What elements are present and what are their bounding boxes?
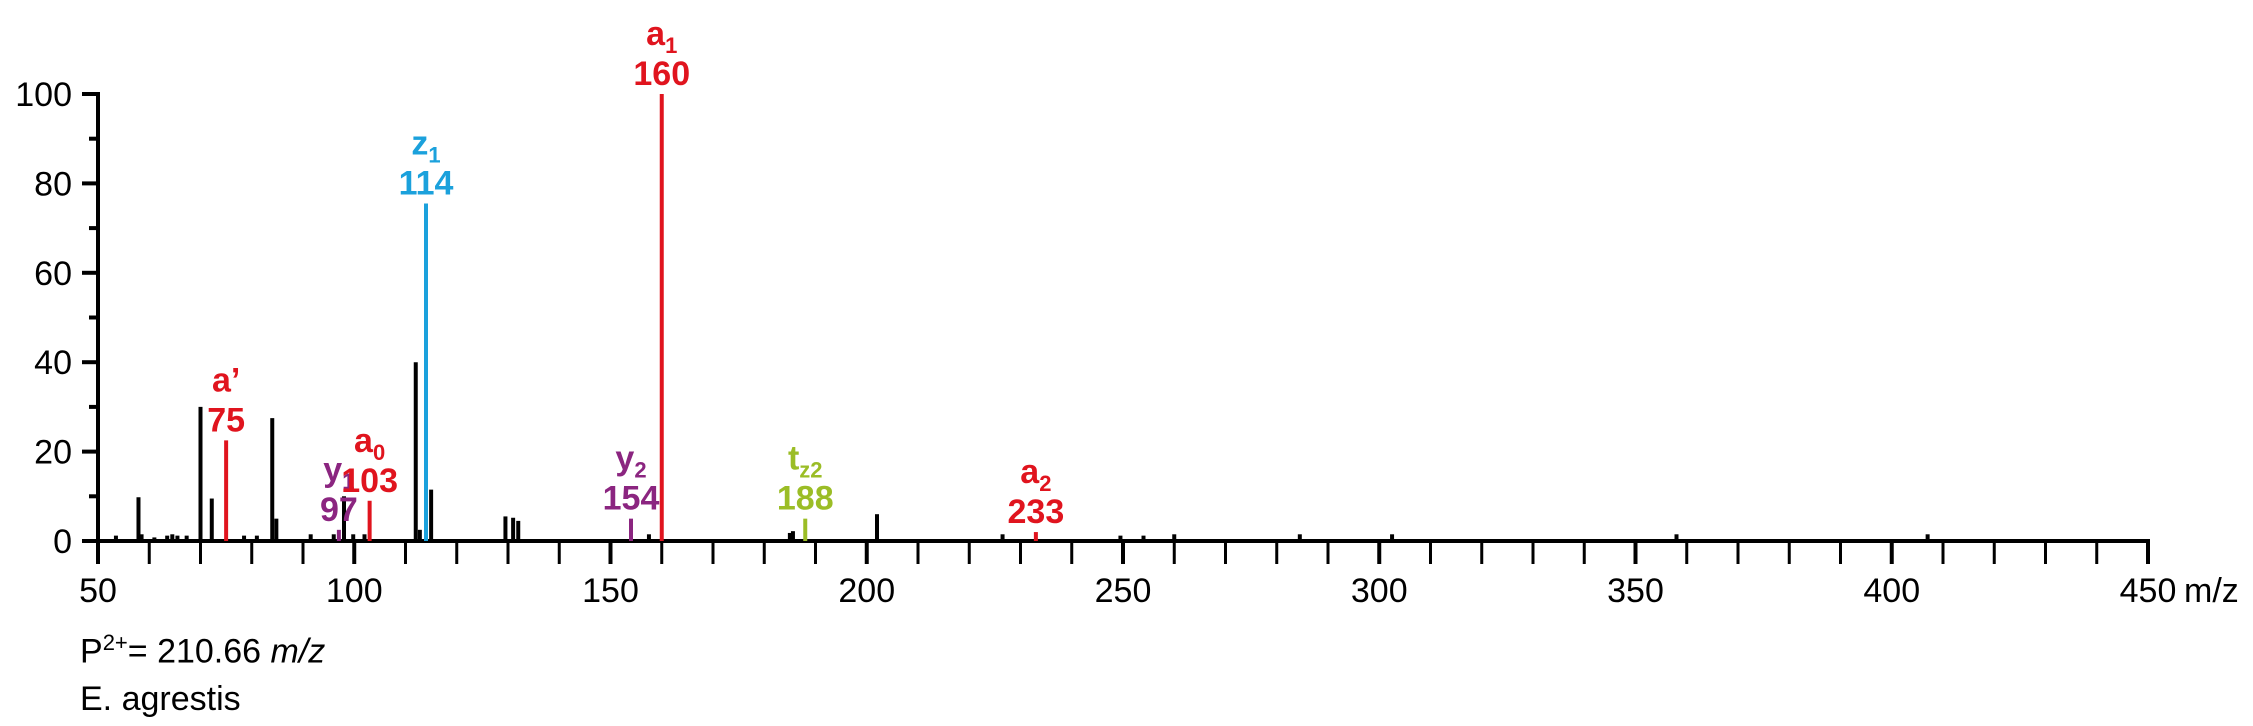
peak-ion-label: a’ xyxy=(212,361,240,399)
peak-ion-label: y1 xyxy=(323,451,354,494)
x-tick-label: 350 xyxy=(1607,572,1664,610)
y-tick-label: 0 xyxy=(53,523,72,561)
ion-subscript: 0 xyxy=(373,440,385,465)
peak-mz-label: 160 xyxy=(633,55,690,93)
species-label: E. agrestis xyxy=(80,680,241,718)
ion-name: y xyxy=(615,440,634,478)
y-tick-label: 20 xyxy=(34,434,72,472)
y-tick-label: 100 xyxy=(15,76,72,114)
y-tick-label: 40 xyxy=(34,344,72,382)
x-axis-label: m/z xyxy=(2184,572,2239,610)
precursor-label: P xyxy=(80,632,103,671)
ion-subscript: 1 xyxy=(428,143,440,168)
peak-ion-label: z1 xyxy=(411,125,440,168)
ion-subscript: 1 xyxy=(665,33,677,58)
precursor-note: P2+= 210.66 m/z xyxy=(80,630,325,671)
ion-name: t xyxy=(788,440,799,478)
x-tick-label: 150 xyxy=(582,572,639,610)
ion-name: z xyxy=(411,125,428,163)
ion-name: a xyxy=(646,15,666,53)
peak-mz-label: 103 xyxy=(341,462,398,500)
x-tick-label: 450 xyxy=(2120,572,2177,610)
peak-ion-label: a0 xyxy=(354,422,385,465)
ion-name: y xyxy=(323,451,342,489)
ion-subscript: 2 xyxy=(1039,471,1051,496)
precursor-value: = 210.66 xyxy=(127,632,271,671)
x-tick-label: 50 xyxy=(79,572,117,610)
ion-subscript: 2 xyxy=(634,458,646,483)
ion-name: a xyxy=(1020,453,1040,491)
peak-mz-label: 97 xyxy=(320,491,358,529)
x-tick-label: 250 xyxy=(1095,572,1152,610)
peak-mz-label: 233 xyxy=(1008,493,1065,531)
peak-mz-label: 154 xyxy=(603,480,660,518)
peak-ion-label: a1 xyxy=(646,15,677,58)
peak-mz-label: 114 xyxy=(399,165,454,203)
peak-ion-label: tz2 xyxy=(788,440,823,483)
y-tick-label: 80 xyxy=(34,165,72,203)
peak-ion-label: a2 xyxy=(1020,453,1051,496)
peaks xyxy=(113,94,1930,541)
y-tick-label: 60 xyxy=(34,255,72,293)
ion-subscript: z2 xyxy=(799,458,822,483)
x-tick-label: 200 xyxy=(838,572,895,610)
precursor-unit: m/z xyxy=(270,632,326,671)
x-tick-label: 400 xyxy=(1863,572,1920,610)
peak-mz-label: 75 xyxy=(207,401,245,439)
precursor-charge: 2+ xyxy=(102,630,128,655)
ion-name: a xyxy=(354,422,374,460)
peak-mz-label: 188 xyxy=(777,480,834,518)
x-tick-label: 300 xyxy=(1351,572,1408,610)
x-tick-label: 100 xyxy=(326,572,383,610)
ion-name: a’ xyxy=(212,361,240,399)
ion-subscript: 1 xyxy=(342,469,354,494)
peak-ion-label: y2 xyxy=(615,440,646,483)
